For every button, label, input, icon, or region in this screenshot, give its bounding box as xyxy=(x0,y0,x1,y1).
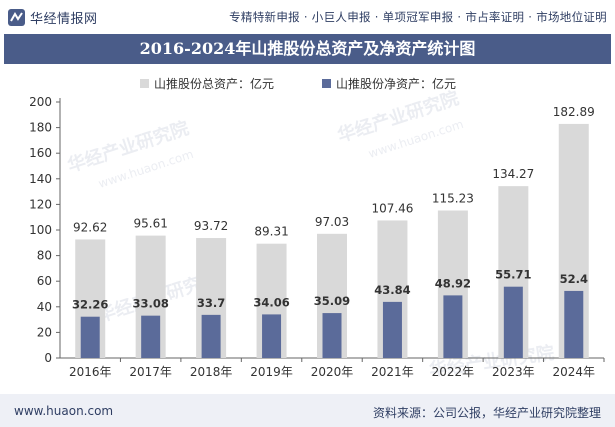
data-label-net-assets: 32.26 xyxy=(72,298,108,312)
x-tick-label: 2021年 xyxy=(371,365,414,379)
data-label-net-assets: 43.84 xyxy=(374,283,410,297)
data-label-total-assets: 95.61 xyxy=(133,217,167,231)
data-label-net-assets: 34.06 xyxy=(253,295,289,309)
data-label-net-assets: 55.71 xyxy=(495,268,531,282)
x-tick-label: 2019年 xyxy=(250,365,293,379)
bar-net-assets xyxy=(201,314,221,358)
y-tick-label: 40 xyxy=(37,300,52,314)
footer-url[interactable]: www.huaon.com xyxy=(14,404,114,418)
y-tick-label: 200 xyxy=(29,95,52,109)
legend-label-net: 山推股份净资产：亿元 xyxy=(336,76,456,91)
data-label-total-assets: 115.23 xyxy=(432,192,474,206)
bars: 92.62 32.26 95.61 33.08 93.72 33.7 89.31 34.06 9… xyxy=(72,105,595,358)
logo[interactable]: 华经情报网 xyxy=(8,8,98,27)
logo-icon xyxy=(8,8,25,26)
x-tick-label: 2023年 xyxy=(492,365,535,379)
legend-swatch-net xyxy=(322,79,331,88)
data-label-net-assets: 52.4 xyxy=(560,272,588,286)
bar-net-assets xyxy=(382,301,402,358)
y-tick-label: 0 xyxy=(44,351,52,365)
x-tick-label: 2024年 xyxy=(553,365,596,379)
y-tick-label: 100 xyxy=(29,223,52,237)
axes: 0 20 40 60 80 100 120 140 160 180 200 2016年 2017年 201… xyxy=(29,95,605,379)
footer: www.huaon.com 资料来源：公司公报，华经产业研究院整理 xyxy=(0,394,615,427)
y-tick-label: 120 xyxy=(29,197,52,211)
data-label-total-assets: 97.03 xyxy=(315,215,349,229)
logo-text: 华经情报网 xyxy=(30,11,98,27)
bar-net-assets xyxy=(564,290,584,358)
bar-net-assets xyxy=(443,295,463,358)
legend-label-total: 山推股份总资产：亿元 xyxy=(154,76,274,91)
bar-net-assets xyxy=(80,316,100,358)
legend: 山推股份总资产：亿元 山推股份净资产：亿元 xyxy=(140,76,456,91)
bar-net-assets xyxy=(322,313,342,358)
y-tick-label: 80 xyxy=(37,249,52,263)
data-label-total-assets: 93.72 xyxy=(194,219,228,233)
chart-area: 华经产业研究院 www.huaon.com 华经产业研究院 www.huaon.… xyxy=(29,76,605,381)
x-tick-label: 2022年 xyxy=(432,365,475,379)
data-label-total-assets: 107.46 xyxy=(371,201,413,215)
bar-net-assets xyxy=(262,314,282,358)
y-tick-label: 160 xyxy=(29,146,52,160)
data-label-net-assets: 35.09 xyxy=(314,294,350,308)
data-label-net-assets: 33.7 xyxy=(197,296,225,310)
data-label-total-assets: 89.31 xyxy=(254,225,288,239)
data-label-net-assets: 48.92 xyxy=(435,276,471,290)
footer-source: 资料来源：公司公报，华经产业研究院整理 xyxy=(372,406,601,420)
y-tick-label: 20 xyxy=(37,325,52,339)
data-label-total-assets: 134.27 xyxy=(492,167,534,181)
x-tick-label: 2020年 xyxy=(311,365,354,379)
data-label-total-assets: 182.89 xyxy=(553,105,595,119)
chart-title: 2016-2024年山推股份总资产及净资产统计图 xyxy=(4,34,611,64)
top-bar: 华经情报网 专精特新申报 · 小巨人申报 · 单项冠军申报 · 市占率证明 · … xyxy=(0,0,615,34)
y-tick-label: 60 xyxy=(37,274,52,288)
bar-net-assets xyxy=(141,315,161,358)
y-tick-label: 180 xyxy=(29,121,52,135)
data-label-total-assets: 92.62 xyxy=(73,220,107,234)
header-tagline: 专精特新申报 · 小巨人申报 · 单项冠军申报 · 市占率证明 · 市场地位证明 xyxy=(229,10,607,24)
y-tick-label: 140 xyxy=(29,172,52,186)
data-label-net-assets: 33.08 xyxy=(132,297,168,311)
legend-swatch-total xyxy=(140,79,149,88)
x-tick-label: 2018年 xyxy=(190,365,233,379)
bar-net-assets xyxy=(503,286,523,358)
x-tick-label: 2017年 xyxy=(129,365,172,379)
x-tick-label: 2016年 xyxy=(69,365,112,379)
